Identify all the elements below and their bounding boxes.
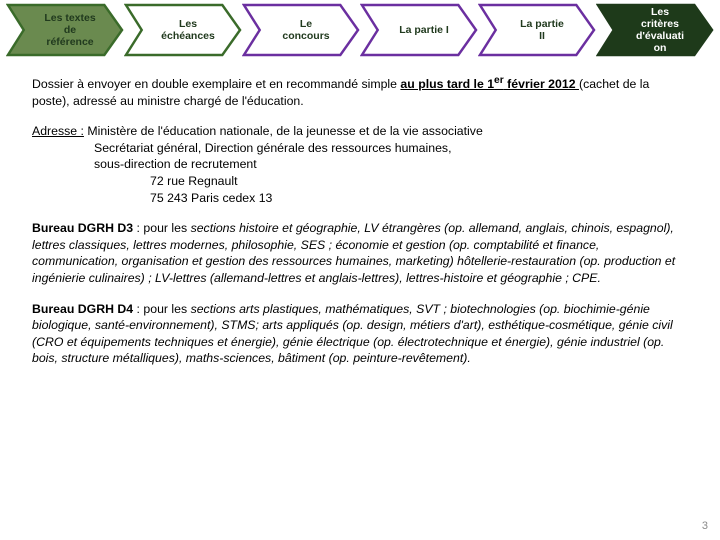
nav-tab-concours[interactable]: Leconcours (242, 3, 360, 57)
paragraph-dossier: Dossier à envoyer en double exemplaire e… (32, 74, 688, 109)
content-body: Dossier à envoyer en double exemplaire e… (0, 60, 720, 367)
nav-tab-partie2[interactable]: La partieII (478, 3, 596, 57)
paragraph-bureau-d4: Bureau DGRH D4 : pour les sections arts … (32, 301, 688, 367)
nav-tab-echeances[interactable]: Leséchéances (124, 3, 242, 57)
paragraph-bureau-d3: Bureau DGRH D3 : pour les sections histo… (32, 220, 688, 286)
nav-tab-textes[interactable]: Les textesderéférence (6, 3, 124, 57)
nav-bar: Les textesderéférence Leséchéances Lecon… (0, 0, 720, 60)
nav-tab-criteres[interactable]: Lescritèresd'évaluation (596, 3, 714, 57)
nav-tab-partie1[interactable]: La partie I (360, 3, 478, 57)
paragraph-adresse: Adresse : Ministère de l'éducation natio… (32, 123, 688, 206)
page-number: 3 (702, 520, 708, 532)
